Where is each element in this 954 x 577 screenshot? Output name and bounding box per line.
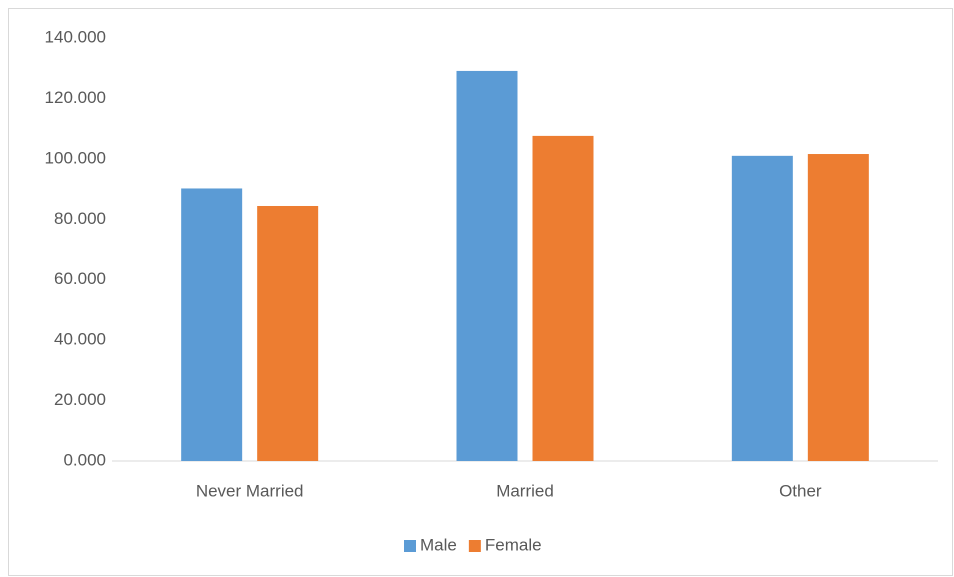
x-tick-label: Never Married [196, 481, 304, 500]
y-tick-label: 0.000 [63, 450, 106, 469]
bar [456, 70, 518, 462]
y-tick-label: 100.000 [45, 148, 106, 167]
legend-label: Male [420, 535, 457, 554]
bar [731, 155, 793, 462]
bar [532, 135, 594, 461]
bar [807, 154, 869, 461]
legend-swatch [404, 540, 416, 552]
legend-swatch [468, 540, 481, 552]
y-tick-label: 60.000 [54, 269, 106, 288]
x-tick-label: Other [779, 481, 822, 500]
y-tick-label: 120.000 [45, 88, 106, 107]
y-tick-label: 140.000 [45, 27, 106, 46]
bar [181, 188, 243, 461]
y-tick-label: 40.000 [54, 330, 106, 349]
x-tick-label: Married [496, 481, 554, 500]
bar [257, 205, 319, 461]
y-tick-label: 80.000 [54, 209, 106, 228]
legend-label: Female [485, 535, 542, 554]
y-tick-label: 20.000 [54, 390, 106, 409]
